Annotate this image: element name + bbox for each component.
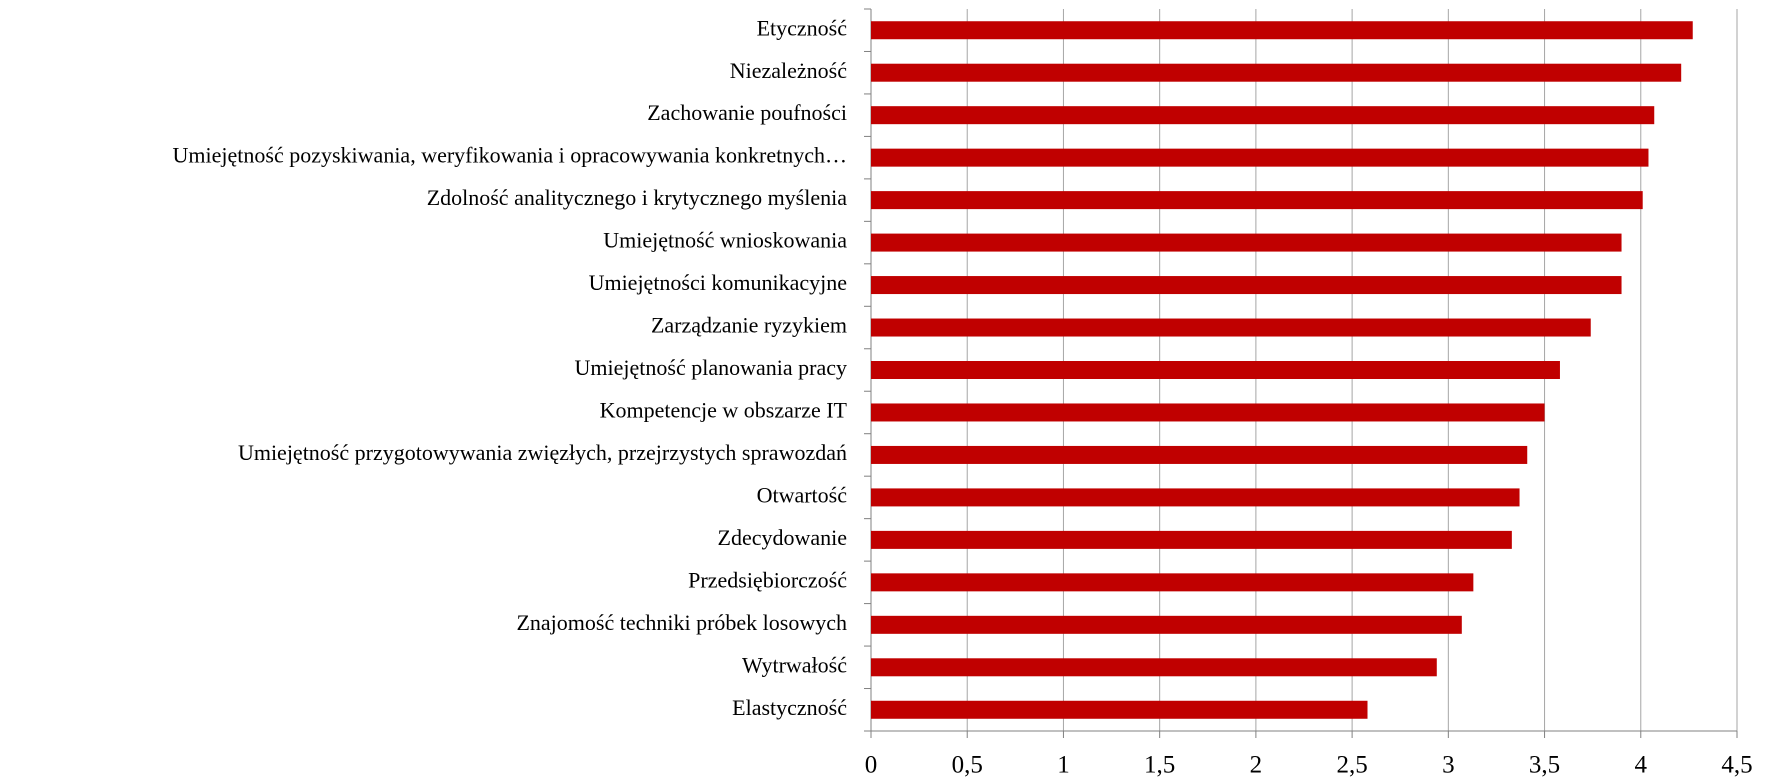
bar <box>871 21 1693 40</box>
bar <box>871 318 1591 337</box>
bar <box>871 403 1545 422</box>
x-tick-label: 1 <box>1057 752 1070 779</box>
y-tick-label: Otwartość <box>757 482 848 507</box>
x-tick-label: 2,5 <box>1336 752 1367 779</box>
y-tick-label: Kompetencje w obszarze IT <box>600 398 848 423</box>
bar <box>871 276 1622 295</box>
y-tick-label: Umiejętność planowania pracy <box>575 355 847 380</box>
y-tick-label: Elastyczność <box>732 695 847 720</box>
y-tick-label: Przedsiębiorczość <box>688 567 847 592</box>
bar <box>871 573 1474 592</box>
y-tick-label: Zachowanie poufności <box>647 100 847 125</box>
y-tick-label: Umiejętności komunikacyjne <box>589 270 847 295</box>
y-tick-label: Umiejętność przygotowywania zwięzłych, p… <box>238 440 847 465</box>
bar <box>871 191 1643 210</box>
y-tick-label: Umiejętność pozyskiwania, weryfikowania … <box>173 143 847 168</box>
bar <box>871 148 1649 167</box>
bar <box>871 63 1682 82</box>
x-tick-label: 4 <box>1635 752 1648 779</box>
bar <box>871 658 1437 677</box>
x-tick-label: 3 <box>1442 752 1455 779</box>
x-tick-label: 2 <box>1250 752 1263 779</box>
y-tick-label: Umiejętność wnioskowania <box>603 228 847 253</box>
x-tick-label: 0,5 <box>952 752 983 779</box>
y-tick-label: Znajomość techniki próbek losowych <box>516 610 847 635</box>
bar <box>871 530 1512 549</box>
y-tick-label: Wytrwałość <box>742 652 847 677</box>
y-tick-label: Zdolność analitycznego i krytycznego myś… <box>427 185 848 210</box>
y-tick-label: Zarządzanie ryzykiem <box>651 313 847 338</box>
y-tick-label: Etyczność <box>757 15 848 40</box>
x-tick-label: 1,5 <box>1144 752 1175 779</box>
bar <box>871 106 1655 125</box>
y-tick-label: Zdecydowanie <box>718 525 848 550</box>
y-tick-label: Niezależność <box>730 58 847 83</box>
bar <box>871 233 1622 252</box>
x-tick-label: 0 <box>865 752 878 779</box>
bar <box>871 615 1462 634</box>
bar <box>871 488 1520 507</box>
bar <box>871 700 1368 719</box>
bar <box>871 361 1560 379</box>
bar <box>871 445 1528 464</box>
x-tick-label: 4,5 <box>1721 752 1752 779</box>
x-tick-label: 3,5 <box>1529 752 1560 779</box>
